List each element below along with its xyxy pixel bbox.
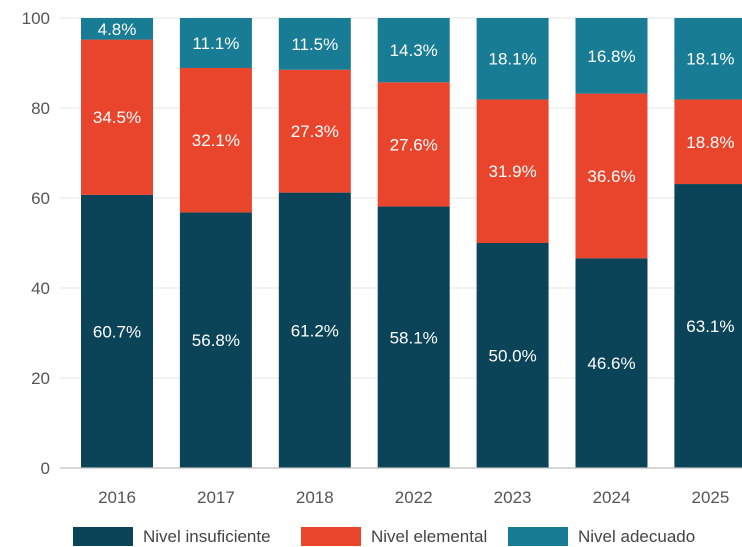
data-label: 60.7%: [93, 322, 141, 341]
bar-segment: [278, 192, 351, 468]
bar-segment: [476, 18, 549, 100]
bar-segment: [476, 99, 549, 243]
y-tick-label: 60: [31, 189, 50, 208]
data-label: 36.6%: [587, 167, 635, 186]
y-tick-label: 0: [41, 459, 50, 478]
y-axis-ticks: 0 20 40 60 80 100: [22, 9, 50, 478]
data-label: 11.5%: [291, 35, 338, 54]
legend-item: Nivel adecuado: [508, 527, 695, 546]
legend-label: Nivel elemental: [371, 527, 487, 546]
x-tick-label: 2025: [691, 488, 729, 507]
data-label: 11.1%: [192, 34, 239, 53]
data-label: 31.9%: [488, 162, 536, 181]
legend-swatch: [301, 527, 361, 546]
x-tick-label: 2023: [494, 488, 532, 507]
data-label: 16.8%: [587, 47, 635, 66]
bar-stack-2023: 50.0% 31.9% 18.1%: [476, 18, 549, 468]
bar-stack-2016: 60.7% 34.5% 4.8%: [81, 18, 153, 468]
x-axis-ticks: 2016 2017 2018 2022 2023 2024 2025: [98, 488, 729, 507]
legend-item: Nivel elemental: [301, 527, 487, 546]
bar-segment: [575, 258, 648, 468]
bar-stack-2022: 58.1% 27.6% 14.3%: [377, 18, 450, 469]
bar-stack-2024: 46.6% 36.6% 16.8%: [575, 18, 648, 468]
legend-item: Nivel insuficiente: [73, 527, 271, 546]
legend-label: Nivel adecuado: [578, 527, 695, 546]
bar-segment: [575, 93, 648, 259]
data-label: 46.6%: [587, 354, 635, 373]
bar-segment: [81, 18, 153, 40]
bar-segment: [179, 67, 252, 213]
x-tick-label: 2022: [395, 488, 433, 507]
bar-segment: [476, 243, 549, 468]
x-tick-label: 2018: [296, 488, 334, 507]
y-tick-label: 80: [31, 99, 50, 118]
data-label: 27.3%: [291, 122, 339, 141]
legend-swatch: [73, 527, 133, 546]
data-label: 63.1%: [686, 317, 734, 336]
data-label: 18.8%: [686, 133, 734, 152]
data-label: 14.3%: [390, 41, 438, 60]
bar-segment: [278, 69, 351, 193]
bar-stack-2025: 63.1% 18.8% 18.1%: [674, 18, 742, 469]
bar-stack-2018: 61.2% 27.3% 11.5%: [278, 18, 351, 468]
bar-segment: [674, 184, 742, 469]
x-tick-label: 2016: [98, 488, 136, 507]
data-label: 34.5%: [93, 108, 141, 127]
bar-stack-2017: 56.8% 32.1% 11.1%: [179, 18, 252, 468]
data-label: 50.0%: [488, 347, 536, 366]
y-tick-label: 40: [31, 279, 50, 298]
bar-segment: [179, 18, 252, 68]
bar-segment: [674, 99, 742, 185]
legend-label: Nivel insuficiente: [143, 527, 271, 546]
data-label: 4.8%: [98, 20, 137, 39]
x-tick-label: 2024: [593, 488, 631, 507]
x-tick-label: 2017: [197, 488, 235, 507]
data-label: 61.2%: [291, 321, 339, 340]
data-label: 27.6%: [390, 135, 438, 154]
bar-segment: [377, 18, 450, 83]
bar-segment: [575, 18, 648, 94]
bar-segment: [179, 212, 252, 468]
data-label: 56.8%: [192, 331, 240, 350]
bar-segment: [377, 82, 450, 207]
bar-segment: [81, 39, 153, 195]
bar-segment: [674, 18, 742, 100]
data-label: 32.1%: [192, 131, 240, 150]
legend-swatch: [508, 527, 568, 546]
bars: 60.7% 34.5% 4.8% 56.8% 32.1% 11.1% 61.2% 27.3% 1…: [81, 18, 742, 469]
y-tick-label: 20: [31, 369, 50, 388]
data-label: 18.1%: [686, 50, 734, 69]
bar-segment: [377, 206, 450, 469]
data-label: 18.1%: [488, 50, 536, 69]
data-label: 58.1%: [390, 328, 438, 347]
legend: Nivel insuficiente Nivel elemental Nivel a…: [73, 527, 695, 546]
bar-segment: [278, 18, 351, 70]
bar-segment: [81, 194, 153, 468]
y-tick-label: 100: [22, 9, 50, 28]
